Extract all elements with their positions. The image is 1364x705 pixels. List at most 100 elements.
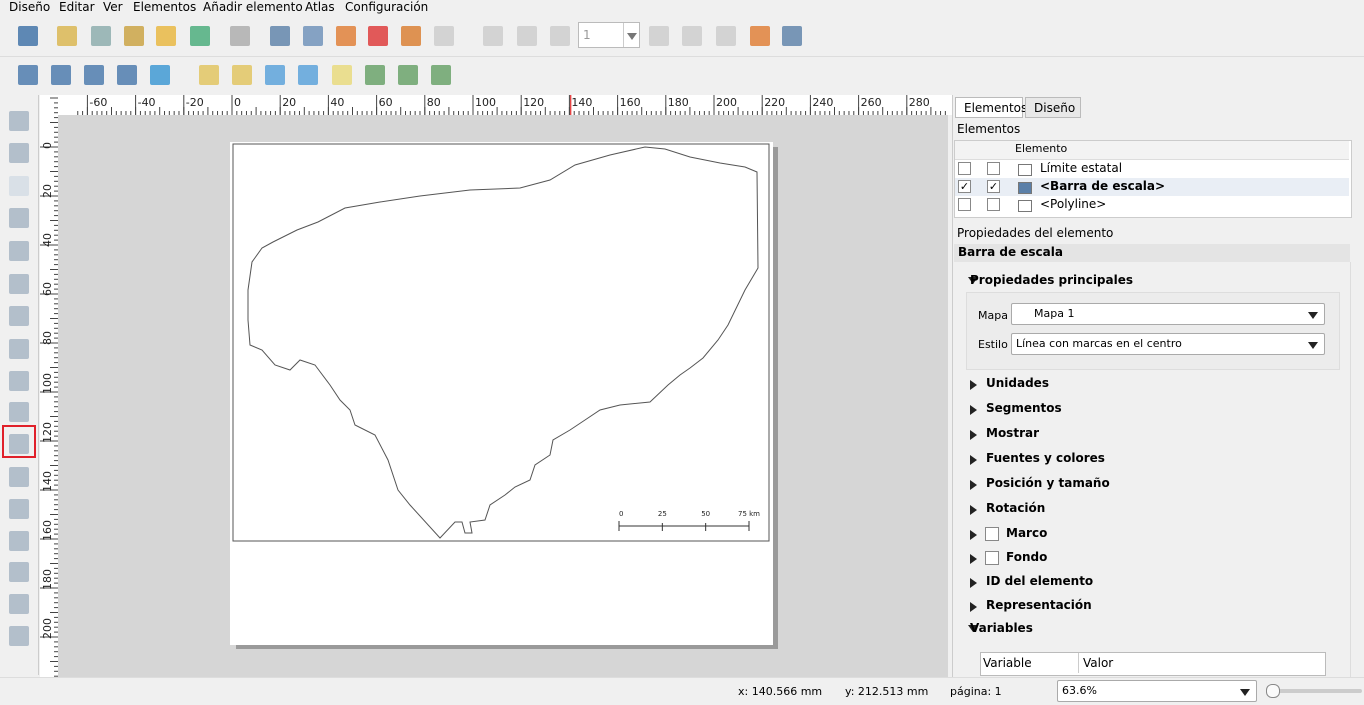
toolbar-button[interactable] xyxy=(649,26,669,46)
style-combo[interactable]: Línea con marcas en el centro xyxy=(1011,333,1325,355)
zoom-slider[interactable] xyxy=(1266,689,1362,693)
toolbar-button[interactable] xyxy=(84,65,104,85)
toolbar-button[interactable] xyxy=(332,65,352,85)
toolbar-button[interactable] xyxy=(270,26,290,46)
tool-button[interactable] xyxy=(9,208,29,228)
tool-button[interactable] xyxy=(9,176,29,196)
tool-button[interactable] xyxy=(9,499,29,519)
item-name[interactable]: Límite estatal xyxy=(1040,161,1123,175)
visible-checkbox[interactable] xyxy=(958,198,971,211)
ruler-label: 100 xyxy=(475,96,496,109)
toolbar-button[interactable] xyxy=(750,26,770,46)
tab[interactable]: Diseño xyxy=(1025,97,1081,118)
toolbar-button[interactable] xyxy=(18,65,38,85)
item-name[interactable]: <Polyline> xyxy=(1040,197,1107,211)
scrollbar[interactable] xyxy=(1350,262,1364,677)
visible-checkbox[interactable]: ✓ xyxy=(958,180,971,193)
tool-button[interactable] xyxy=(9,306,29,326)
toolbar-button[interactable] xyxy=(150,65,170,85)
tool-button[interactable] xyxy=(9,626,29,646)
menu-item[interactable]: Diseño xyxy=(9,0,51,14)
tool-button[interactable] xyxy=(9,467,29,487)
menu-item[interactable]: Ver xyxy=(103,0,123,14)
menu-item[interactable]: Editar xyxy=(59,0,95,14)
tool-button[interactable] xyxy=(9,274,29,294)
tool-button[interactable] xyxy=(9,111,29,131)
tool-button[interactable] xyxy=(9,434,29,454)
section-checkbox[interactable] xyxy=(985,551,999,565)
menu-item[interactable]: Elementos xyxy=(133,0,197,14)
toolbar-button[interactable] xyxy=(483,26,503,46)
section-title[interactable]: Fuentes y colores xyxy=(986,451,1105,465)
lock-checkbox[interactable] xyxy=(987,198,1000,211)
map-combo[interactable]: Mapa 1 xyxy=(1011,303,1325,325)
toolbar-button[interactable] xyxy=(682,26,702,46)
item-name[interactable]: <Barra de escala> xyxy=(1040,179,1166,193)
ruler-label: 280 xyxy=(909,96,930,109)
toolbar-button[interactable] xyxy=(368,26,388,46)
toolbar-button[interactable] xyxy=(431,65,451,85)
field-label: Mapa xyxy=(978,309,1008,322)
toolbar-button[interactable] xyxy=(365,65,385,85)
tool-button[interactable] xyxy=(9,562,29,582)
collapse-arrow xyxy=(970,455,977,465)
element-name: Barra de escala xyxy=(958,245,1063,259)
section-title[interactable]: Rotación xyxy=(986,501,1046,515)
zoom-combo[interactable]: 63.6% xyxy=(1057,680,1257,702)
tool-button[interactable] xyxy=(9,143,29,163)
toolbar-button[interactable] xyxy=(91,26,111,46)
toolbar-button[interactable] xyxy=(117,65,137,85)
menu-item[interactable]: Añadir elemento xyxy=(203,0,303,14)
collapse-arrow xyxy=(970,505,977,515)
tab[interactable]: Elementos xyxy=(955,97,1027,118)
toolbar-button[interactable] xyxy=(156,26,176,46)
menu-item[interactable]: Configuración xyxy=(345,0,429,14)
dropdown-arrow xyxy=(627,33,637,40)
toolbar-button[interactable] xyxy=(298,65,318,85)
group-title[interactable]: Propiedades principales xyxy=(970,273,1134,287)
section-title[interactable]: Mostrar xyxy=(986,426,1039,440)
tool-button[interactable] xyxy=(9,371,29,391)
section-title[interactable]: Unidades xyxy=(986,376,1049,390)
section-title[interactable]: Variables xyxy=(970,621,1033,635)
toolbar-button[interactable] xyxy=(190,26,210,46)
toolbar-button[interactable] xyxy=(18,26,38,46)
tool-button[interactable] xyxy=(9,594,29,614)
tool-button[interactable] xyxy=(9,241,29,261)
slider-handle[interactable] xyxy=(1266,684,1280,698)
section-title[interactable]: Representación xyxy=(986,598,1092,612)
ruler-label: 160 xyxy=(41,520,54,541)
section-checkbox[interactable] xyxy=(985,527,999,541)
toolbar-button[interactable] xyxy=(550,26,570,46)
tool-button[interactable] xyxy=(9,339,29,359)
section-title[interactable]: Segmentos xyxy=(986,401,1062,415)
section-title[interactable]: Marco xyxy=(1006,526,1048,540)
ruler-label: 240 xyxy=(812,96,833,109)
toolbar-button[interactable] xyxy=(782,26,802,46)
toolbar-button[interactable] xyxy=(716,26,736,46)
section-title[interactable]: ID del elemento xyxy=(986,574,1094,588)
toolbar-button[interactable] xyxy=(517,26,537,46)
ruler-label: 20 xyxy=(282,96,296,109)
toolbar-button[interactable] xyxy=(401,26,421,46)
toolbar-button[interactable] xyxy=(199,65,219,85)
toolbar-button[interactable] xyxy=(398,65,418,85)
toolbar-button[interactable] xyxy=(232,65,252,85)
section-title[interactable]: Posición y tamaño xyxy=(986,476,1110,490)
toolbar-button[interactable] xyxy=(230,26,250,46)
lock-checkbox[interactable]: ✓ xyxy=(987,180,1000,193)
toolbar-button[interactable] xyxy=(124,26,144,46)
toolbar-button[interactable] xyxy=(303,26,323,46)
tool-button[interactable] xyxy=(9,531,29,551)
visible-checkbox[interactable] xyxy=(958,162,971,175)
toolbar-button[interactable] xyxy=(336,26,356,46)
section-title[interactable]: Fondo xyxy=(1006,550,1048,564)
page-field[interactable]: 1 xyxy=(578,22,640,48)
toolbar-button[interactable] xyxy=(51,65,71,85)
toolbar-button[interactable] xyxy=(265,65,285,85)
tool-button[interactable] xyxy=(9,402,29,422)
lock-checkbox[interactable] xyxy=(987,162,1000,175)
toolbar-button[interactable] xyxy=(57,26,77,46)
menu-item[interactable]: Atlas xyxy=(305,0,335,14)
toolbar-button[interactable] xyxy=(434,26,454,46)
